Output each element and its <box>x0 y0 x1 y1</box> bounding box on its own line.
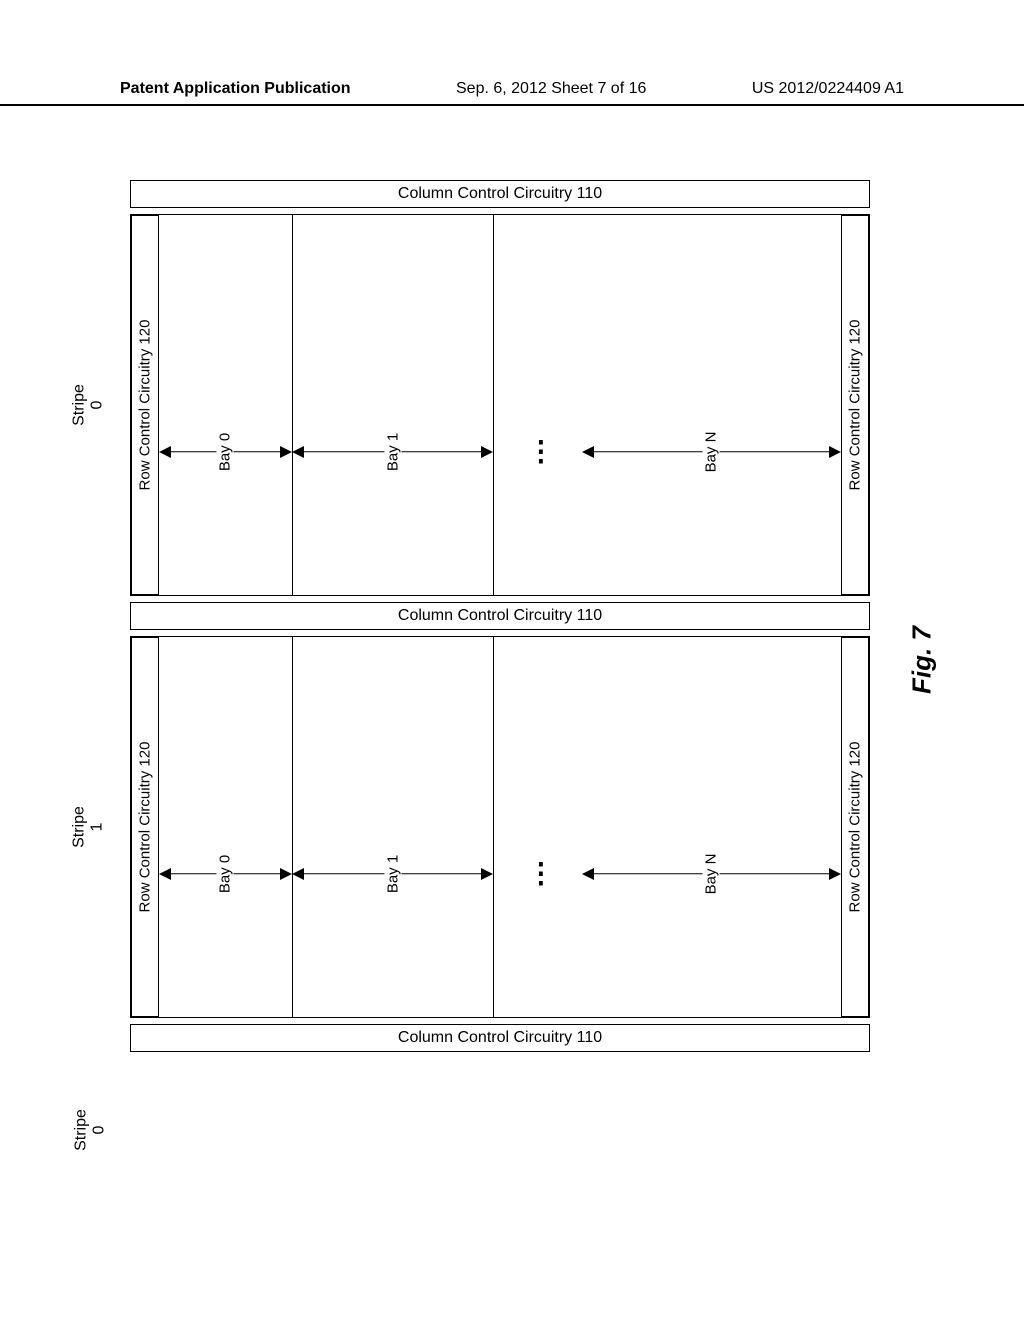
row-control-left: Row Control Circuitry 120 <box>131 637 159 1017</box>
bay-arrow: Bay 1 <box>292 451 493 453</box>
arrow-head-left-icon <box>159 868 171 880</box>
row-control-label: Row Control Circuitry 120 <box>137 742 154 913</box>
ellipsis-vertical-icon: ⋮ <box>527 856 555 889</box>
header-docnum: US 2012/0224409 A1 <box>752 80 904 98</box>
figure-label: Fig. 7 <box>907 626 938 694</box>
column-control-bottom: Column Control Circuitry 110 <box>130 1024 870 1052</box>
row-control-label: Row Control Circuitry 120 <box>847 742 864 913</box>
column-control-label: Column Control Circuitry 110 <box>398 1029 602 1046</box>
figure-7-diagram: Column Control Circuitry 110 Row Control… <box>130 180 870 1140</box>
stripe-label-0-text: Stripe0 <box>70 384 105 426</box>
header-publication: Patent Application Publication <box>120 80 351 98</box>
bay-arrow: Bay 1 <box>292 873 493 875</box>
stripe-1: Row Control Circuitry 120 Row Control Ci… <box>130 636 870 1018</box>
row-control-label: Row Control Circuitry 120 <box>847 320 864 491</box>
bay-label: Bay N <box>703 427 720 476</box>
column-control-mid: Column Control Circuitry 110 <box>130 602 870 630</box>
bay-label: Bay 1 <box>384 428 401 474</box>
header-date-sheet: Sep. 6, 2012 Sheet 7 of 16 <box>456 80 646 98</box>
bay-separator <box>493 637 494 1017</box>
bay-label: Bay N <box>703 849 720 898</box>
column-control-top: Column Control Circuitry 110 <box>130 180 870 208</box>
bay-separator <box>493 215 494 595</box>
row-control-right: Row Control Circuitry 120 <box>841 215 869 595</box>
bay-label: Bay 1 <box>384 850 401 896</box>
arrow-head-right-icon <box>280 446 292 458</box>
arrow-head-left-icon <box>582 868 594 880</box>
stripe-0-label: Stripe0 <box>72 1109 107 1151</box>
arrow-head-right-icon <box>829 868 841 880</box>
stripe-label-1: Stripe1 <box>70 806 105 848</box>
bay-arrow: Bay N <box>582 873 841 875</box>
stripe-0: Row Control Circuitry 120 Row Control Ci… <box>130 214 870 596</box>
arrow-head-right-icon <box>481 446 493 458</box>
bay-arrow: Bay 0 <box>159 873 292 875</box>
page-header: Patent Application Publication Sep. 6, 2… <box>0 80 1024 106</box>
row-control-label: Row Control Circuitry 120 <box>137 320 154 491</box>
ellipsis-vertical-icon: ⋮ <box>527 434 555 467</box>
arrow-head-right-icon <box>829 446 841 458</box>
row-control-right: Row Control Circuitry 120 <box>841 637 869 1017</box>
bay-label: Bay 0 <box>217 850 234 896</box>
bay-separator <box>292 215 293 595</box>
arrow-head-left-icon <box>582 446 594 458</box>
arrow-head-right-icon <box>481 868 493 880</box>
column-control-label: Column Control Circuitry 110 <box>398 185 602 202</box>
stripe-label-0: Stripe0 <box>70 384 105 426</box>
column-control-label: Column Control Circuitry 110 <box>398 607 602 624</box>
stripe-label-1-text: Stripe1 <box>70 806 105 848</box>
arrow-head-right-icon <box>280 868 292 880</box>
arrow-head-left-icon <box>292 868 304 880</box>
arrow-head-left-icon <box>159 446 171 458</box>
bays-region: Bay 0Bay 1Bay N⋮ <box>159 637 841 1017</box>
bay-separator <box>292 637 293 1017</box>
bay-arrow: Bay 0 <box>159 451 292 453</box>
arrow-head-left-icon <box>292 446 304 458</box>
bay-arrow: Bay N <box>582 451 841 453</box>
bays-region: Bay 0Bay 1Bay N⋮ <box>159 215 841 595</box>
row-control-left: Row Control Circuitry 120 <box>131 215 159 595</box>
bay-label: Bay 0 <box>217 428 234 474</box>
